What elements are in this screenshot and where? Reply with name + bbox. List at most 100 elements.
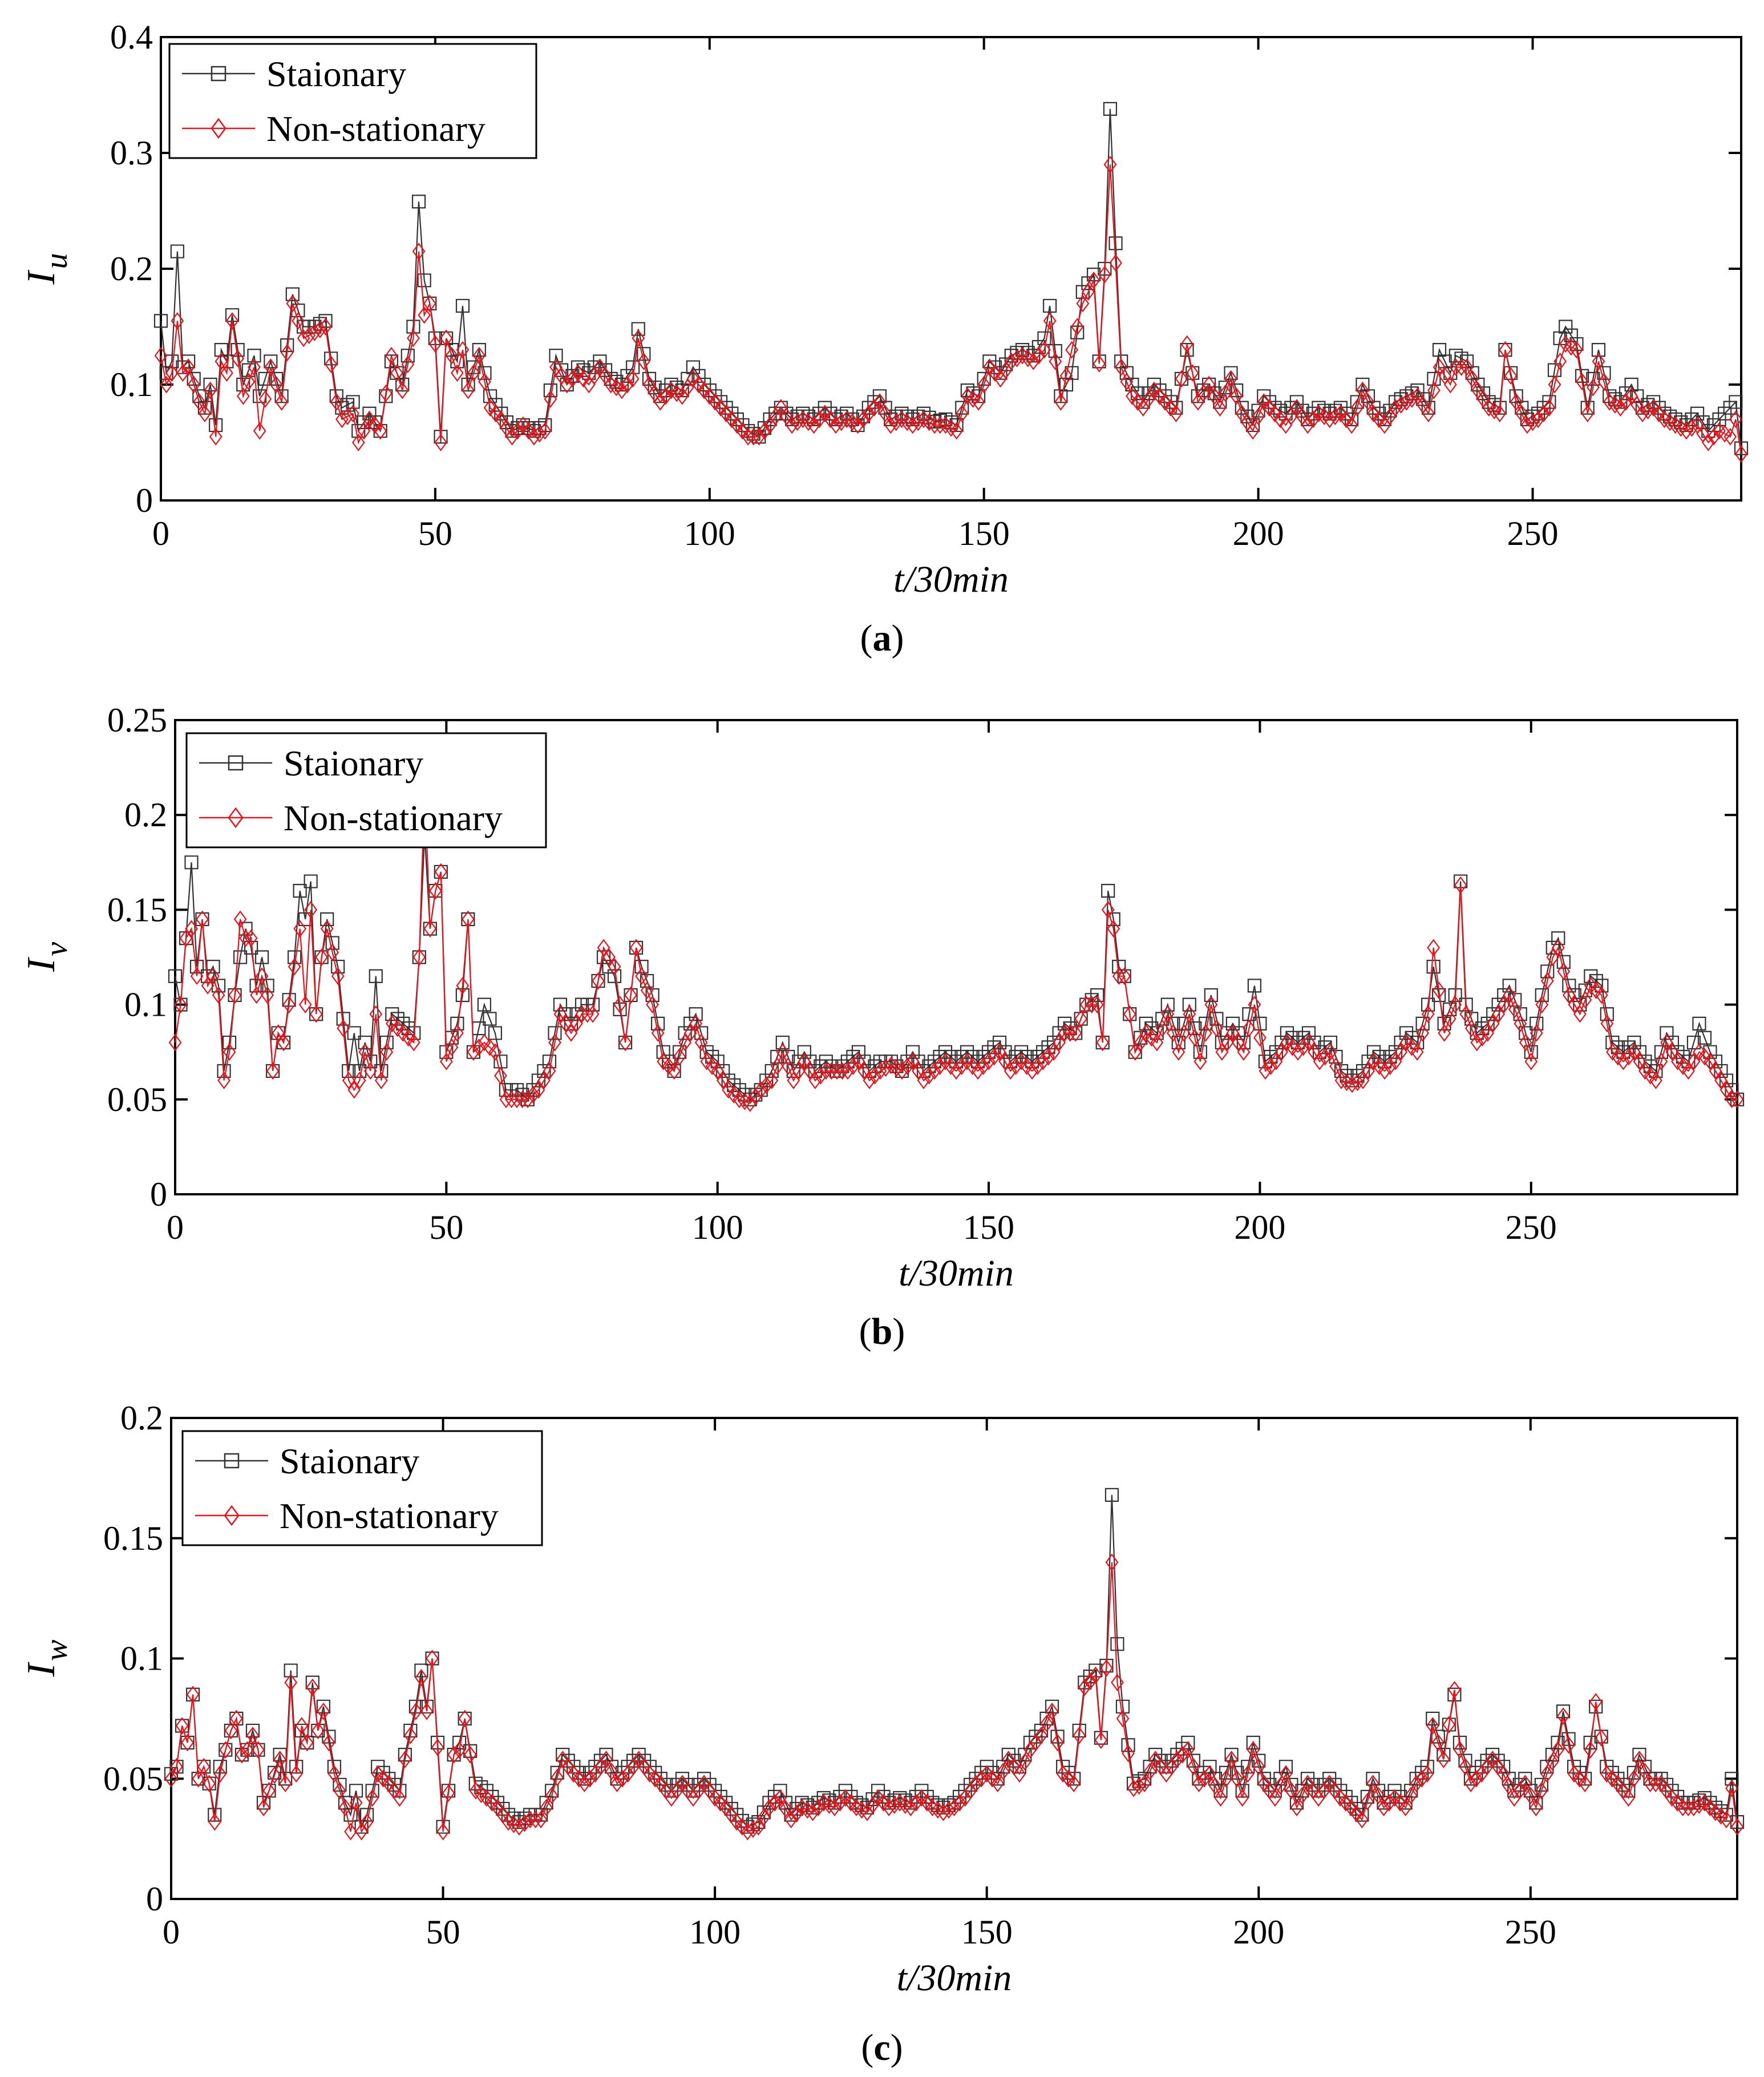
data-point-stationary-b-89 [651,1016,665,1031]
data-point-non-stationary-b-274 [1654,1052,1668,1070]
data-point-non-stationary-a-27 [302,326,316,345]
data-point-stationary-a-18 [253,389,267,403]
data-point-non-stationary-a-255 [1553,353,1567,370]
data-point-stationary-b-176 [1123,1007,1137,1021]
data-point-non-stationary-b-79 [597,939,610,957]
data-point-stationary-b-202 [1264,1049,1278,1064]
data-point-stationary-b-246 [1502,979,1516,993]
series-line-non-stationary-b [174,786,1737,1104]
data-point-non-stationary-c-179 [1138,1775,1151,1793]
data-point-stationary-a-150 [977,371,991,386]
data-point-non-stationary-b-179 [1139,1024,1153,1042]
data-point-non-stationary-b-1 [174,996,187,1013]
data-point-stationary-b-16 [255,950,269,964]
data-point-non-stationary-a-52 [439,329,453,347]
data-point-non-stationary-c-24 [295,1717,309,1735]
data-point-non-stationary-b-120 [819,1062,833,1080]
data-point-stationary-b-175 [1117,969,1131,983]
data-point-stationary-b-252 [1535,988,1549,1003]
data-point-non-stationary-c-203 [1268,1789,1282,1807]
data-point-non-stationary-b-73 [564,1024,578,1042]
data-point-stationary-a-68 [527,424,541,438]
data-point-stationary-a-253 [1542,395,1556,409]
data-point-non-stationary-a-210 [1306,410,1320,429]
data-point-non-stationary-b-205 [1280,1033,1294,1052]
data-point-stationary-a-186 [1174,371,1189,386]
x-tick-label-a-1: 50 [418,515,452,552]
data-point-non-stationary-a-1 [160,375,173,394]
data-point-stationary-b-228 [1405,1031,1419,1045]
data-point-non-stationary-b-66 [527,1086,540,1104]
data-point-non-stationary-a-172 [1098,265,1111,284]
data-point-stationary-b-171 [1095,1035,1110,1050]
data-point-non-stationary-b-47 [423,920,437,938]
data-point-stationary-b-34 [353,1064,367,1078]
data-point-stationary-b-31 [336,1012,350,1026]
y-axis-label-c: Iw [19,1640,74,1678]
data-point-non-stationary-c-139 [920,1794,934,1812]
data-point-stationary-c-37 [365,1784,379,1798]
data-point-stationary-a-52 [439,331,454,345]
data-point-non-stationary-b-255 [1551,939,1565,957]
data-point-stationary-c-56 [468,1776,483,1791]
data-point-non-stationary-b-40 [385,1015,399,1033]
data-point-non-stationary-a-51 [434,434,447,451]
data-point-non-stationary-b-43 [402,1029,415,1047]
data-point-stationary-c-7 [202,1776,216,1791]
data-point-stationary-c-282 [1697,1791,1712,1805]
data-point-stationary-b-253 [1540,964,1555,979]
data-point-non-stationary-a-48 [418,306,431,324]
data-point-non-stationary-a-263 [1597,373,1611,391]
data-point-non-stationary-a-123 [829,416,843,434]
data-point-stationary-c-171 [1094,1731,1108,1745]
data-point-stationary-b-134 [895,1064,909,1078]
data-point-non-stationary-b-167 [1074,1010,1088,1028]
data-point-stationary-c-0 [164,1767,179,1781]
data-point-stationary-b-137 [911,1054,925,1069]
data-point-stationary-b-140 [927,1054,942,1069]
data-point-non-stationary-a-283 [1707,428,1721,446]
data-point-non-stationary-a-97 [686,370,700,388]
data-point-non-stationary-a-7 [192,393,206,411]
data-point-non-stationary-c-118 [806,1803,820,1821]
data-point-stationary-a-183 [1158,389,1172,403]
data-point-non-stationary-a-50 [428,335,442,353]
data-point-non-stationary-c-133 [888,1796,901,1814]
data-point-non-stationary-a-19 [258,390,272,408]
data-point-non-stationary-b-14 [244,929,258,947]
data-point-stationary-b-235 [1443,1002,1457,1017]
data-point-stationary-b-287 [1725,1083,1739,1097]
data-point-non-stationary-b-221 [1367,1052,1381,1070]
data-point-non-stationary-b-243 [1486,1015,1500,1033]
data-point-stationary-a-62 [494,406,508,421]
data-point-stationary-a-256 [1559,320,1573,334]
data-point-non-stationary-b-198 [1243,1019,1256,1037]
data-point-stationary-c-220 [1360,1789,1374,1804]
data-point-stationary-b-41 [390,1012,404,1026]
data-point-non-stationary-c-142 [937,1803,950,1821]
data-point-non-stationary-a-202 [1263,399,1276,417]
data-point-non-stationary-b-119 [814,1066,827,1085]
data-point-non-stationary-a-270 [1636,405,1649,423]
data-point-non-stationary-c-271 [1638,1763,1652,1780]
data-point-non-stationary-a-29 [313,321,327,338]
data-point-non-stationary-a-152 [988,364,1002,382]
data-point-stationary-b-126 [851,1045,865,1059]
data-point-non-stationary-b-279 [1682,1062,1695,1080]
data-point-non-stationary-b-24 [298,996,312,1013]
data-point-non-stationary-c-228 [1404,1787,1418,1805]
data-point-non-stationary-c-232 [1426,1717,1439,1735]
x-tick-label-c-5: 250 [1505,1913,1556,1951]
axis-ticks-c [170,1417,1737,1900]
data-point-stationary-b-261 [1584,969,1598,983]
data-point-non-stationary-a-165 [1059,367,1073,385]
data-point-non-stationary-a-174 [1109,254,1122,272]
data-point-non-stationary-b-186 [1177,1024,1191,1042]
data-point-non-stationary-c-206 [1285,1781,1298,1800]
y-tick-labels-b: 0 0.05 0.1 0.15 0.2 0.25 [107,701,167,1213]
data-point-non-stationary-a-9 [204,381,217,399]
data-point-non-stationary-a-200 [1252,407,1265,426]
data-point-stationary-c-55 [463,1744,478,1758]
data-point-non-stationary-a-129 [862,405,876,423]
data-point-stationary-c-22 [284,1663,298,1678]
